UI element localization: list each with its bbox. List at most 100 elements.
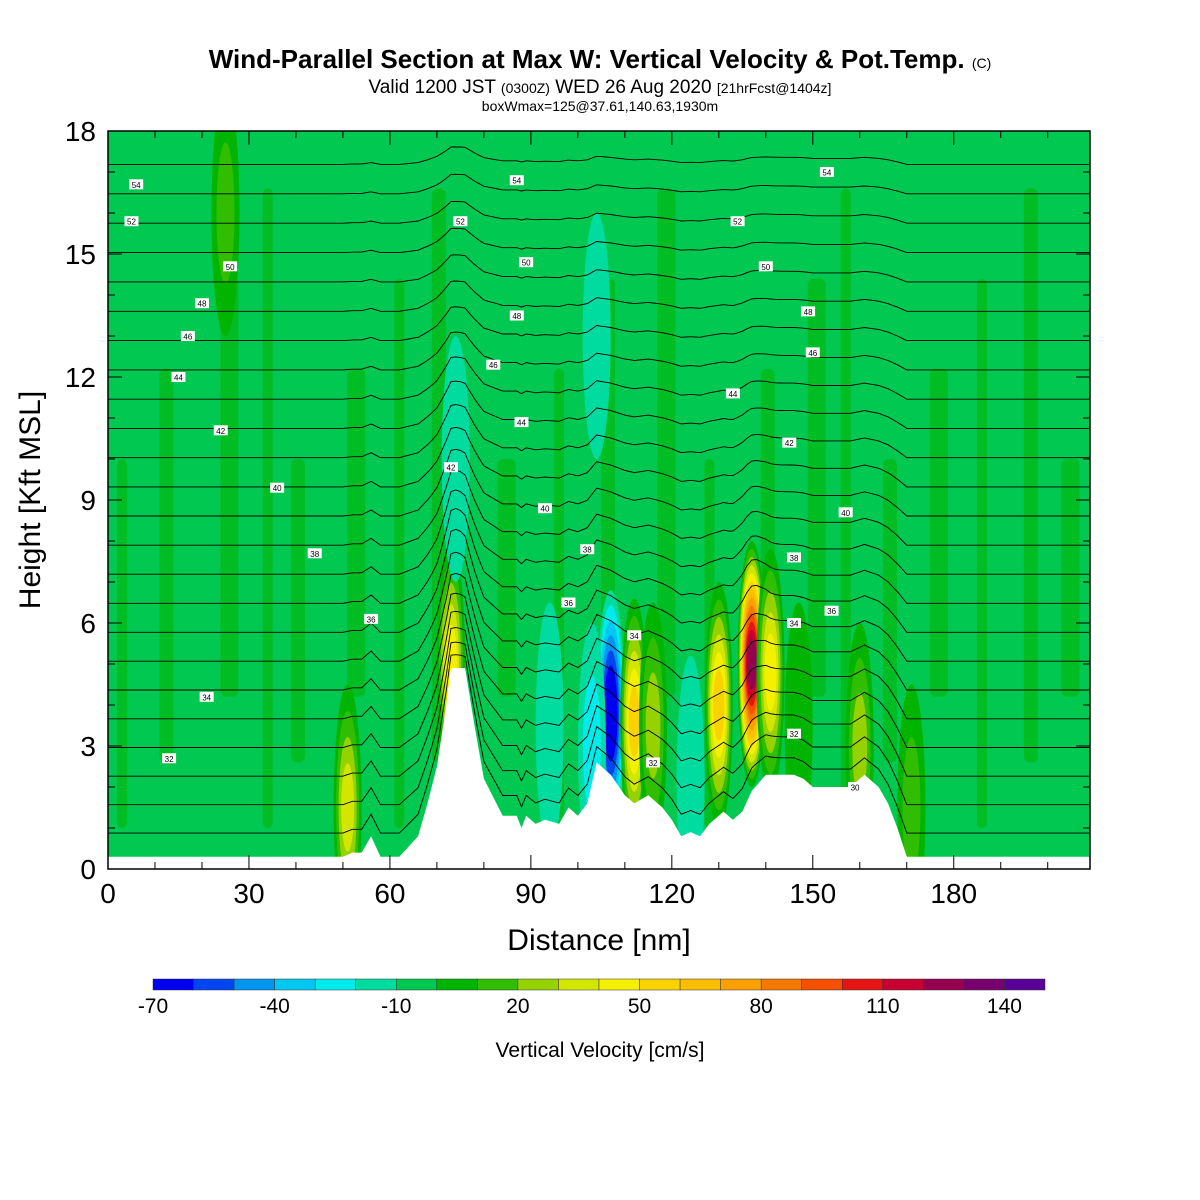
colorbar-swatch [639,978,681,991]
terrain [108,668,1090,869]
colorbar-tick-label: 140 [987,995,1022,1018]
contour-label-text: 40 [541,505,550,514]
contour-label-box [725,388,740,399]
contour-label-box [509,310,524,321]
subtitle-fcst: [21hrFcst@1404z] [716,80,832,96]
contour-label: 34 [786,618,801,629]
contour-label-box [627,630,642,641]
subtitle-valid: Valid 1200 JST [368,77,496,98]
colorbar-swatch [274,978,316,991]
colorbar-swatch [882,978,924,991]
contour-label-box [129,179,144,190]
contour-label: 46 [805,347,820,358]
y-tick-label: 12 [65,362,96,393]
weak-updraft-streak [290,459,305,763]
contour-label-box [180,331,195,341]
colorbar-tick-label: 50 [628,995,651,1018]
isentrope-line [108,627,1090,777]
contour-label-box [213,425,228,436]
contour-label-text: 44 [517,419,526,428]
y-tick-label: 6 [80,608,96,639]
x-tick-label: 180 [930,878,977,909]
contour-label-text: 52 [456,218,465,227]
x-tick-label: 120 [648,878,695,909]
isentrope-line [108,573,1090,691]
subtitle-date: WED 26 Aug 2020 [555,77,712,98]
colorbar-tick-label: 20 [506,995,529,1018]
weak-updraft-streak [497,459,516,697]
contour-label: 46 [180,331,195,342]
isentrope-line [108,254,1090,283]
weak-updraft-streak [976,278,987,829]
updraft-cell [704,582,733,828]
isentrope-line [108,528,1090,633]
contour-labels: 54 54 54 52 52 52 50 50 50 48 48 48 46 46 46 44 44 44 42 42… [124,167,863,793]
contour-label-box [824,605,839,616]
contour-label-text: 52 [127,218,136,227]
colorbar-swatch [436,978,478,991]
weak-updraft-streak [1061,459,1080,697]
weak-updraft-streak [807,278,826,697]
weak-updraft-streak [657,188,676,697]
contour-label: 30 [848,782,863,793]
contour-label-text: 50 [522,259,531,268]
contour-label-text: 36 [827,607,836,616]
x-tick-label: 90 [515,878,546,909]
colorbar-swatch [477,978,519,991]
weak-updraft-streak [929,368,948,697]
contour-label-text: 36 [564,599,573,608]
contour-label-box [519,257,534,268]
colorbar-swatch [679,978,721,991]
colorbar: -70 -40 -10 20 50 80 110 140 [138,978,1046,1018]
contour-label-box [805,347,820,358]
isentrope-line [108,380,1090,429]
updraft-cell [333,684,362,869]
y-tick-label: 0 [80,854,96,885]
contour-label: 34 [627,630,642,641]
colorbar-swatch [517,978,559,991]
contour-label: 36 [364,613,379,624]
contour-label-text: 32 [790,730,799,739]
weak-updraft-streak [159,368,174,763]
contour-label: 42 [213,425,228,436]
y-tick-label: 18 [65,116,96,147]
contour-label: 48 [194,298,209,309]
colorbar-tick-label: 80 [750,995,773,1018]
updraft-cell [211,131,240,336]
isentrope-line [108,280,1090,312]
contour-label-text: 32 [649,759,658,768]
contour-label-box [786,552,801,563]
contour-label: 40 [838,507,853,518]
velocity-contour-band [605,680,617,747]
contour-label-text: 34 [202,693,211,702]
colorbar-swatch [801,978,843,991]
isentrope-line [108,173,1090,195]
contour-label-box [162,753,177,764]
contour-label-text: 54 [822,169,831,178]
contour-label: 40 [537,503,552,514]
isentrope-line [108,469,1090,546]
colorbar-swatch [193,978,235,991]
colorbar-swatch [1004,978,1046,991]
velocity-contour-band [645,672,661,779]
downdraft-cell [535,602,564,849]
isentrope-line [108,306,1090,342]
isentrope-line [108,356,1090,400]
contour-label-box [443,462,458,473]
velocity-contour-band [628,685,640,757]
colorbar-swatch [396,978,438,991]
colorbar-swatch [314,978,356,991]
colorbar-swatch [355,978,397,991]
colorbar-swatch [720,978,762,991]
isentrope-line [108,331,1090,371]
chart-title-text: Wind-Parallel Section at Max W: Vertical… [208,44,965,74]
velocity-contour-band [852,693,868,799]
colorbar-swatch [842,978,884,991]
contour-label-text: 46 [183,333,192,342]
x-tick-label: 30 [233,878,264,909]
contour-label-text: 42 [216,427,225,436]
contour-label-text: 42 [785,439,794,448]
contour-label: 32 [786,728,801,739]
y-tick-label: 15 [65,239,96,270]
